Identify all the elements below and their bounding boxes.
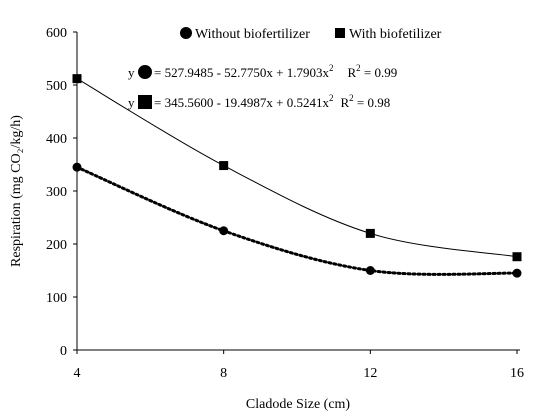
data-point-series-0 xyxy=(365,266,375,275)
equation-prefix: y xyxy=(128,95,135,110)
x-tick-label: 4 xyxy=(74,366,81,381)
equation-r2-exponent: 2 xyxy=(356,63,361,73)
plot-area: 0 100 200 300 400 500 600 4 8 12 16 xyxy=(46,26,524,381)
legend-marker-square xyxy=(335,28,345,38)
x-tick-label: 16 xyxy=(510,366,524,381)
y-tick-label: 400 xyxy=(46,132,67,147)
x-ticks: 4 8 12 16 xyxy=(74,350,524,381)
equation-prefix: y xyxy=(128,65,135,80)
equation-marker-circle xyxy=(138,65,152,79)
y-axis-label: Respiration (mg CO₂/kg/h) xyxy=(9,115,24,267)
equation-body: = 345.5600 - 19.4987x + 0.5241x xyxy=(154,95,329,110)
svg-text:= 345.5600 - 19.4987x + 0.524: = 345.5600 - 19.4987x + 0.5241x2 R2 = 0.9… xyxy=(154,93,390,110)
equation-r2-value: = 0.99 xyxy=(361,65,398,80)
y-tick-label: 0 xyxy=(60,344,67,359)
y-tick-label: 600 xyxy=(46,26,67,41)
y-axis-label-text: Respiration (mg CO₂/kg/h) xyxy=(9,115,24,267)
x-axis-label: Cladode Size (cm) xyxy=(246,397,351,412)
equation-marker-square xyxy=(138,95,152,109)
data-point-series-1 xyxy=(72,74,82,84)
equation-body: = 527.9485 - 52.7750x + 1.7903x xyxy=(154,65,329,80)
equation-without: y = 527.9485 - 52.7750x + 1.7903x2 R2 = 0… xyxy=(128,63,397,80)
svg-text:y: y xyxy=(128,65,135,80)
legend-label-with: With biofetilizer xyxy=(349,27,442,42)
legend-marker-circle xyxy=(180,27,192,39)
equation-exponent: 2 xyxy=(329,63,334,73)
y-ticks: 0 100 200 300 400 500 600 xyxy=(46,26,77,359)
equation-r2-label: R xyxy=(348,65,357,80)
legend-label-without: Without biofertilizer xyxy=(195,27,310,42)
equation-r2-exponent: 2 xyxy=(349,93,354,103)
y-tick-label: 300 xyxy=(46,185,67,200)
data-point-series-0 xyxy=(512,268,522,278)
data-point-series-0 xyxy=(219,226,229,236)
data-point-series-0 xyxy=(72,162,82,172)
legend: Without biofertilizer With biofetilizer xyxy=(180,27,442,42)
fit-curves xyxy=(75,78,519,276)
data-point-series-1 xyxy=(365,228,375,238)
data-point-series-1 xyxy=(219,161,229,171)
y-tick-label: 200 xyxy=(46,238,67,253)
equation-r2-value: = 0.98 xyxy=(354,95,391,110)
svg-text:= 527.9485 - 52.7750x + 1.7903: = 527.9485 - 52.7750x + 1.7903x2 R2 = 0.9… xyxy=(154,63,397,80)
equation-r2-label: R xyxy=(341,95,350,110)
fit-curve-series-0 xyxy=(75,165,519,276)
data-point-series-1 xyxy=(512,252,522,262)
data-points xyxy=(72,74,522,278)
y-tick-label: 500 xyxy=(46,79,67,94)
fit-curve-series-1 xyxy=(76,78,518,258)
x-tick-label: 12 xyxy=(363,366,377,381)
equation-with: y = 345.5600 - 19.4987x + 0.5241x2 R2 = 0… xyxy=(128,93,390,110)
x-tick-label: 8 xyxy=(220,366,227,381)
equation-exponent: 2 xyxy=(329,93,334,103)
y-tick-label: 100 xyxy=(46,291,67,306)
svg-text:y: y xyxy=(128,95,135,110)
